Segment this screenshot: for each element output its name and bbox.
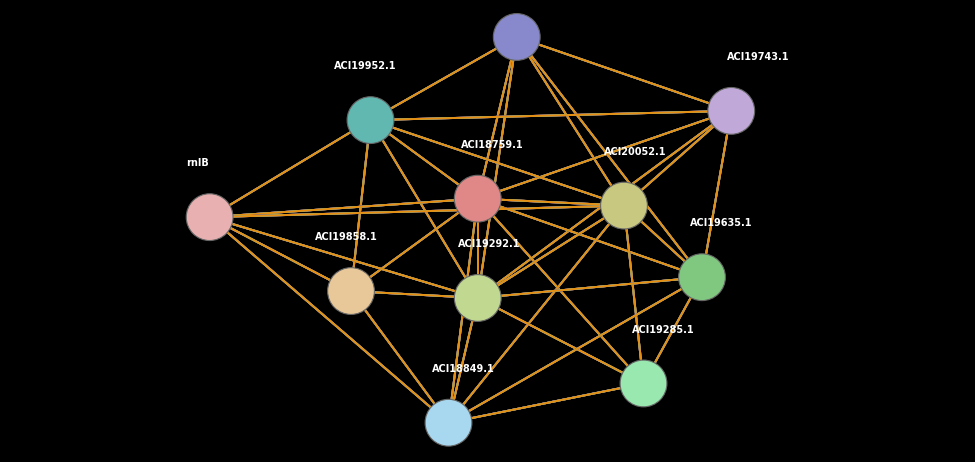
Text: ACI19292.1: ACI19292.1 (458, 239, 521, 249)
Ellipse shape (328, 267, 374, 315)
Text: ACI19635.1: ACI19635.1 (690, 219, 753, 228)
Ellipse shape (454, 175, 501, 222)
Text: ACI19952.1: ACI19952.1 (334, 61, 397, 71)
Text: ACI18849.1: ACI18849.1 (432, 364, 494, 374)
Ellipse shape (493, 13, 540, 61)
Ellipse shape (425, 399, 472, 446)
Ellipse shape (454, 274, 501, 322)
Text: ACI20052.1: ACI20052.1 (604, 147, 667, 157)
Ellipse shape (347, 97, 394, 144)
Text: ACI19743.1: ACI19743.1 (727, 52, 790, 62)
Ellipse shape (679, 254, 725, 301)
Text: ACI19285.1: ACI19285.1 (632, 325, 694, 334)
Ellipse shape (708, 87, 755, 134)
Ellipse shape (186, 194, 233, 241)
Ellipse shape (620, 360, 667, 407)
Ellipse shape (601, 182, 647, 229)
Text: rnlB: rnlB (186, 158, 210, 168)
Text: ACI19858.1: ACI19858.1 (315, 232, 377, 242)
Text: ACI18759.1: ACI18759.1 (461, 140, 524, 150)
